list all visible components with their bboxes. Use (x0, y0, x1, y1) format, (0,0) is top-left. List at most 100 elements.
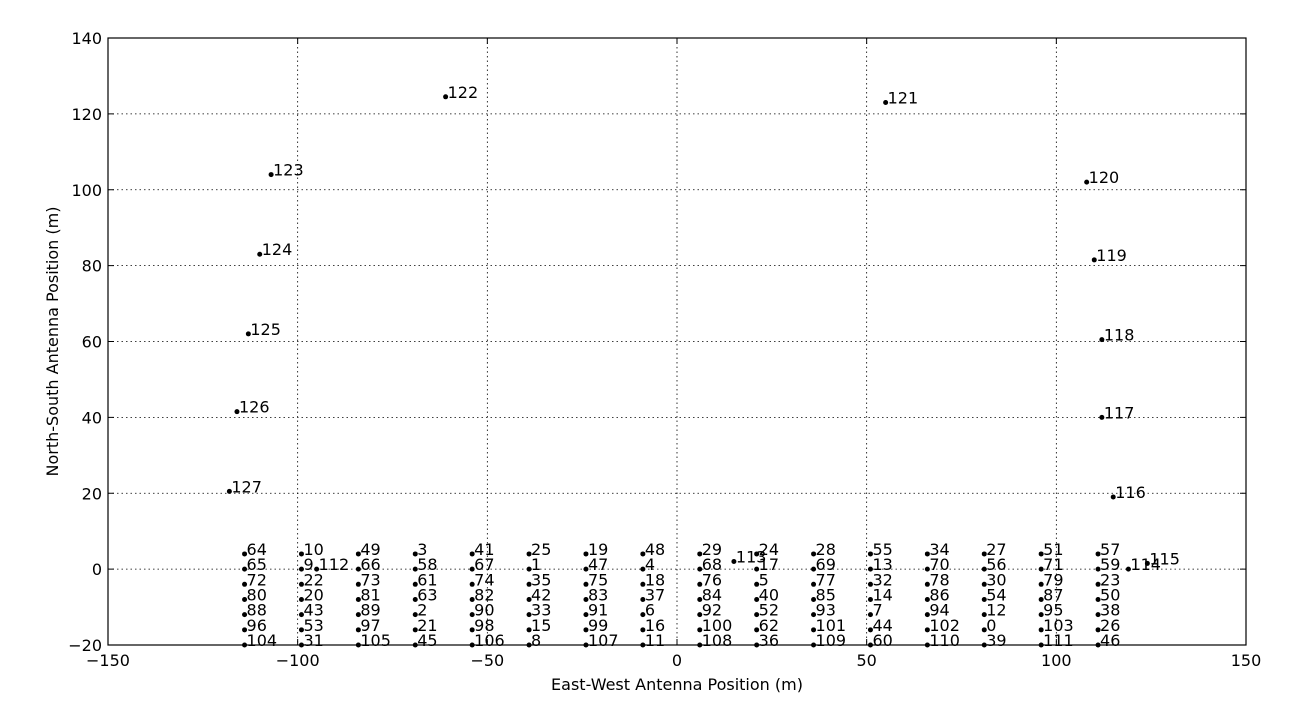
antenna-label-80: 80 (247, 585, 267, 604)
antenna-point-66 (355, 566, 361, 572)
antenna-label-4: 4 (645, 555, 655, 574)
antenna-point-23 (1095, 581, 1101, 587)
tick-labels: −150 −100 −50 0 50 100 150−2002040608010012014… (68, 29, 1261, 670)
antenna-label-41: 41 (474, 540, 494, 559)
antenna-label-55: 55 (872, 540, 892, 559)
antenna-label-39: 39 (986, 631, 1006, 650)
antenna-point-61 (412, 581, 418, 587)
antenna-label-60: 60 (872, 631, 892, 650)
antenna-label-50: 50 (1100, 585, 1120, 604)
antenna-point-84 (697, 596, 703, 602)
antenna-label-94: 94 (929, 601, 949, 620)
antenna-point-91 (583, 612, 589, 618)
antenna-point-92 (697, 612, 703, 618)
antenna-label-28: 28 (816, 540, 836, 559)
antenna-label-65: 65 (247, 555, 267, 574)
antenna-label-116: 116 (1115, 483, 1146, 502)
data-points (226, 94, 1150, 648)
antenna-point-53 (298, 627, 304, 633)
antenna-point-79 (1038, 581, 1044, 587)
antenna-point-32 (867, 581, 873, 587)
antenna-label-82: 82 (474, 585, 494, 604)
antenna-point-22 (298, 581, 304, 587)
antenna-point-43 (298, 612, 304, 618)
antenna-label-74: 74 (474, 570, 494, 589)
x-tick-label: 150 (1231, 651, 1262, 670)
antenna-point-49 (355, 551, 361, 557)
antenna-label-1: 1 (531, 555, 541, 574)
antenna-label-10: 10 (303, 540, 323, 559)
antenna-point-87 (1038, 596, 1044, 602)
antenna-label-24: 24 (759, 540, 779, 559)
antenna-point-42 (526, 596, 532, 602)
antenna-label-101: 101 (816, 616, 847, 635)
antenna-label-96: 96 (247, 616, 267, 635)
antenna-point-99 (583, 627, 589, 633)
antenna-label-25: 25 (531, 540, 551, 559)
antenna-point-3 (412, 551, 418, 557)
antenna-point-85 (811, 596, 817, 602)
antenna-point-51 (1038, 551, 1044, 557)
antenna-label-90: 90 (474, 601, 494, 620)
antenna-point-126 (234, 409, 240, 415)
antenna-label-92: 92 (702, 601, 722, 620)
antenna-label-59: 59 (1100, 555, 1120, 574)
antenna-point-118 (1099, 337, 1105, 343)
antenna-label-120: 120 (1089, 168, 1120, 187)
antenna-label-88: 88 (247, 601, 267, 620)
antenna-label-106: 106 (474, 631, 505, 650)
antenna-label-127: 127 (231, 477, 262, 496)
antenna-point-86 (924, 596, 930, 602)
antenna-label-118: 118 (1104, 326, 1135, 345)
antenna-label-84: 84 (702, 585, 722, 604)
antenna-label-44: 44 (872, 616, 892, 635)
antenna-label-22: 22 (303, 570, 323, 589)
grid-lines (108, 38, 1246, 645)
antenna-label-20: 20 (303, 585, 323, 604)
antenna-point-0 (981, 627, 987, 633)
x-axis-label: East-West Antenna Position (m) (551, 675, 803, 694)
antenna-label-21: 21 (417, 616, 437, 635)
antenna-point-77 (811, 581, 817, 587)
antenna-label-51: 51 (1043, 540, 1063, 559)
antenna-point-76 (697, 581, 703, 587)
antenna-label-97: 97 (360, 616, 380, 635)
antenna-point-78 (924, 581, 930, 587)
antenna-label-103: 103 (1043, 616, 1074, 635)
antenna-label-56: 56 (986, 555, 1006, 574)
antenna-point-56 (981, 566, 987, 572)
antenna-label-12: 12 (986, 601, 1006, 620)
x-tick-label: 0 (672, 651, 682, 670)
antenna-label-9: 9 (303, 555, 313, 574)
antenna-label-75: 75 (588, 570, 608, 589)
antenna-label-57: 57 (1100, 540, 1120, 559)
antenna-label-40: 40 (759, 585, 779, 604)
antenna-label-121: 121 (888, 88, 919, 107)
antenna-point-50 (1095, 596, 1101, 602)
antenna-point-75 (583, 581, 589, 587)
antenna-label-19: 19 (588, 540, 608, 559)
antenna-label-42: 42 (531, 585, 551, 604)
antenna-label-61: 61 (417, 570, 437, 589)
antenna-point-94 (924, 612, 930, 618)
antenna-point-96 (242, 627, 248, 633)
antenna-point-102 (924, 627, 930, 633)
antenna-point-35 (526, 581, 532, 587)
antenna-label-108: 108 (702, 631, 733, 650)
antenna-point-14 (867, 596, 873, 602)
antenna-point-98 (469, 627, 475, 633)
antenna-point-83 (583, 596, 589, 602)
antenna-point-29 (697, 551, 703, 557)
antenna-label-5: 5 (759, 570, 769, 589)
antenna-point-37 (640, 596, 646, 602)
antenna-label-7: 7 (872, 601, 882, 620)
antenna-label-89: 89 (360, 601, 380, 620)
antenna-label-122: 122 (448, 83, 479, 102)
antenna-label-35: 35 (531, 570, 551, 589)
antenna-point-117 (1099, 414, 1105, 420)
antenna-point-63 (412, 596, 418, 602)
antenna-point-123 (268, 172, 274, 178)
antenna-label-26: 26 (1100, 616, 1120, 635)
antenna-point-19 (583, 551, 589, 557)
